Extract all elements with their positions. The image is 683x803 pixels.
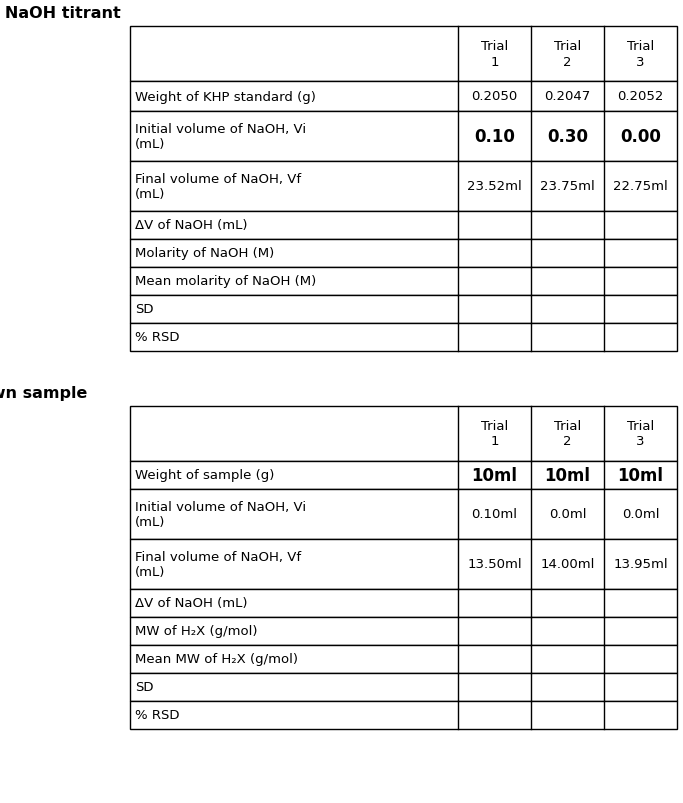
- Text: SD: SD: [135, 681, 154, 694]
- Bar: [130, 540, 677, 589]
- Text: 0.30: 0.30: [547, 128, 588, 146]
- Text: Trial
3: Trial 3: [627, 40, 654, 68]
- Text: ΔV of NaOH (mL): ΔV of NaOH (mL): [135, 219, 247, 232]
- Bar: [130, 112, 677, 161]
- Text: 0.0ml: 0.0ml: [622, 507, 659, 521]
- Text: C. Analysis of unknown sample: C. Analysis of unknown sample: [0, 385, 87, 401]
- Text: Mean molarity of NaOH (M): Mean molarity of NaOH (M): [135, 275, 316, 288]
- Text: Trial
1: Trial 1: [481, 420, 508, 448]
- Text: 0.2050: 0.2050: [471, 91, 518, 104]
- Bar: [130, 161, 677, 212]
- Text: B. Standardization of NaOH titrant: B. Standardization of NaOH titrant: [0, 6, 121, 21]
- Text: 13.95ml: 13.95ml: [613, 558, 668, 571]
- Bar: [130, 324, 677, 352]
- Text: % RSD: % RSD: [135, 331, 180, 344]
- Text: 0.00: 0.00: [620, 128, 661, 146]
- Bar: [130, 267, 677, 296]
- Bar: [130, 462, 677, 489]
- Text: 0.2047: 0.2047: [544, 91, 591, 104]
- Text: Initial volume of NaOH, Vi
(mL): Initial volume of NaOH, Vi (mL): [135, 123, 306, 151]
- Bar: [130, 489, 677, 540]
- Text: Weight of KHP standard (g): Weight of KHP standard (g): [135, 91, 316, 104]
- Text: Trial
2: Trial 2: [554, 40, 581, 68]
- Bar: [130, 589, 677, 618]
- Text: 10ml: 10ml: [617, 467, 663, 484]
- Bar: [130, 240, 677, 267]
- Text: Trial
3: Trial 3: [627, 420, 654, 448]
- Text: MW of H₂X (g/mol): MW of H₂X (g/mol): [135, 625, 257, 638]
- Text: 23.75ml: 23.75ml: [540, 181, 595, 194]
- Bar: [130, 406, 677, 462]
- Text: 0.10: 0.10: [474, 128, 515, 146]
- Text: % RSD: % RSD: [135, 708, 180, 722]
- Text: 23.52ml: 23.52ml: [467, 181, 522, 194]
- Text: Weight of sample (g): Weight of sample (g): [135, 469, 275, 482]
- Bar: [130, 82, 677, 112]
- Text: SD: SD: [135, 303, 154, 316]
- Text: 10ml: 10ml: [544, 467, 591, 484]
- Bar: [130, 212, 677, 240]
- Bar: [130, 701, 677, 729]
- Bar: [130, 645, 677, 673]
- Text: Mean MW of H₂X (g/mol): Mean MW of H₂X (g/mol): [135, 653, 298, 666]
- Text: 10ml: 10ml: [471, 467, 518, 484]
- Text: Molarity of NaOH (M): Molarity of NaOH (M): [135, 247, 275, 260]
- Text: Final volume of NaOH, Vf
(mL): Final volume of NaOH, Vf (mL): [135, 173, 301, 201]
- Text: 14.00ml: 14.00ml: [540, 558, 595, 571]
- Text: Trial
1: Trial 1: [481, 40, 508, 68]
- Bar: [130, 618, 677, 645]
- Text: 0.0ml: 0.0ml: [548, 507, 586, 521]
- Bar: [130, 27, 677, 82]
- Bar: [130, 673, 677, 701]
- Text: Initial volume of NaOH, Vi
(mL): Initial volume of NaOH, Vi (mL): [135, 500, 306, 528]
- Bar: [130, 296, 677, 324]
- Text: Final volume of NaOH, Vf
(mL): Final volume of NaOH, Vf (mL): [135, 550, 301, 578]
- Text: 0.10ml: 0.10ml: [471, 507, 518, 521]
- Text: 22.75ml: 22.75ml: [613, 181, 668, 194]
- Text: 0.2052: 0.2052: [617, 91, 664, 104]
- Text: 13.50ml: 13.50ml: [467, 558, 522, 571]
- Text: ΔV of NaOH (mL): ΔV of NaOH (mL): [135, 597, 247, 609]
- Text: Trial
2: Trial 2: [554, 420, 581, 448]
